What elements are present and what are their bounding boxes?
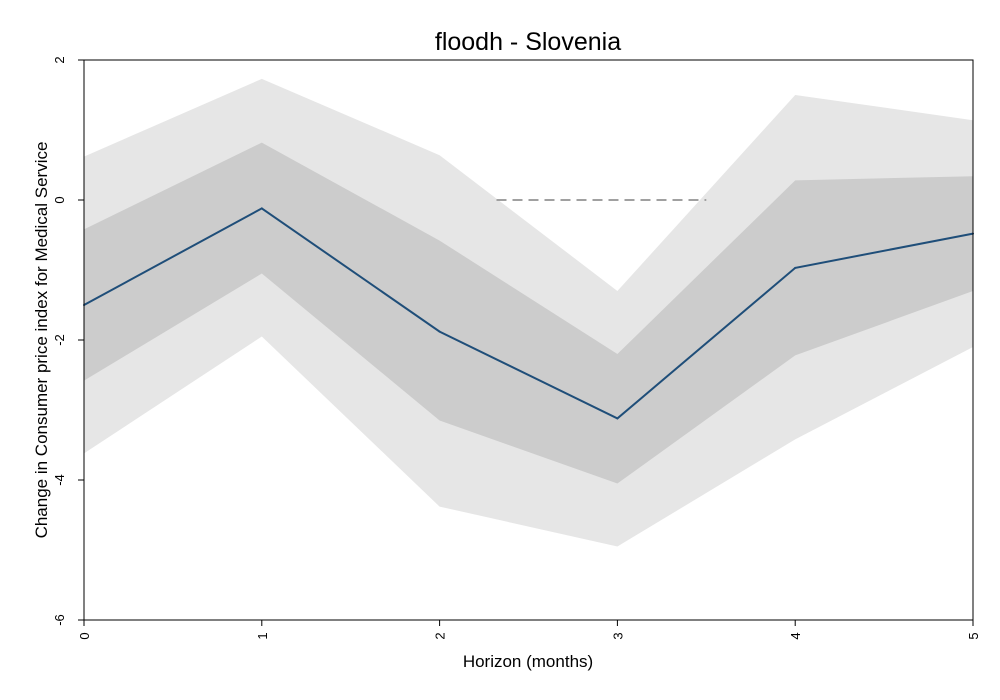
data-point [438, 330, 441, 333]
confidence-band-2 [84, 142, 973, 484]
data-point [794, 266, 797, 269]
x-tick-label: 5 [966, 632, 981, 639]
y-axis-label: Change in Consumer price index for Medic… [32, 142, 51, 539]
data-point [616, 417, 619, 420]
x-tick-label: 0 [77, 632, 92, 639]
x-tick-label: 3 [610, 632, 625, 639]
x-axis-label: Horizon (months) [463, 652, 593, 671]
y-tick-label: -6 [52, 614, 67, 626]
y-axis: -6 -4 -2 0 2 [52, 56, 84, 626]
x-tick-label: 2 [433, 632, 448, 639]
y-tick-label: -2 [52, 334, 67, 346]
x-tick-label: 1 [255, 632, 270, 639]
y-tick-label: 2 [52, 56, 67, 63]
y-tick-label: 0 [52, 196, 67, 203]
chart-title: floodh - Slovenia [435, 28, 621, 56]
y-tick-label: -4 [52, 474, 67, 486]
irf-line-1 [83, 207, 974, 420]
confidence-bands [84, 78, 973, 547]
data-point [260, 207, 263, 210]
x-tick-label: 4 [788, 632, 803, 639]
x-axis: 0 1 2 3 4 5 [77, 620, 981, 640]
